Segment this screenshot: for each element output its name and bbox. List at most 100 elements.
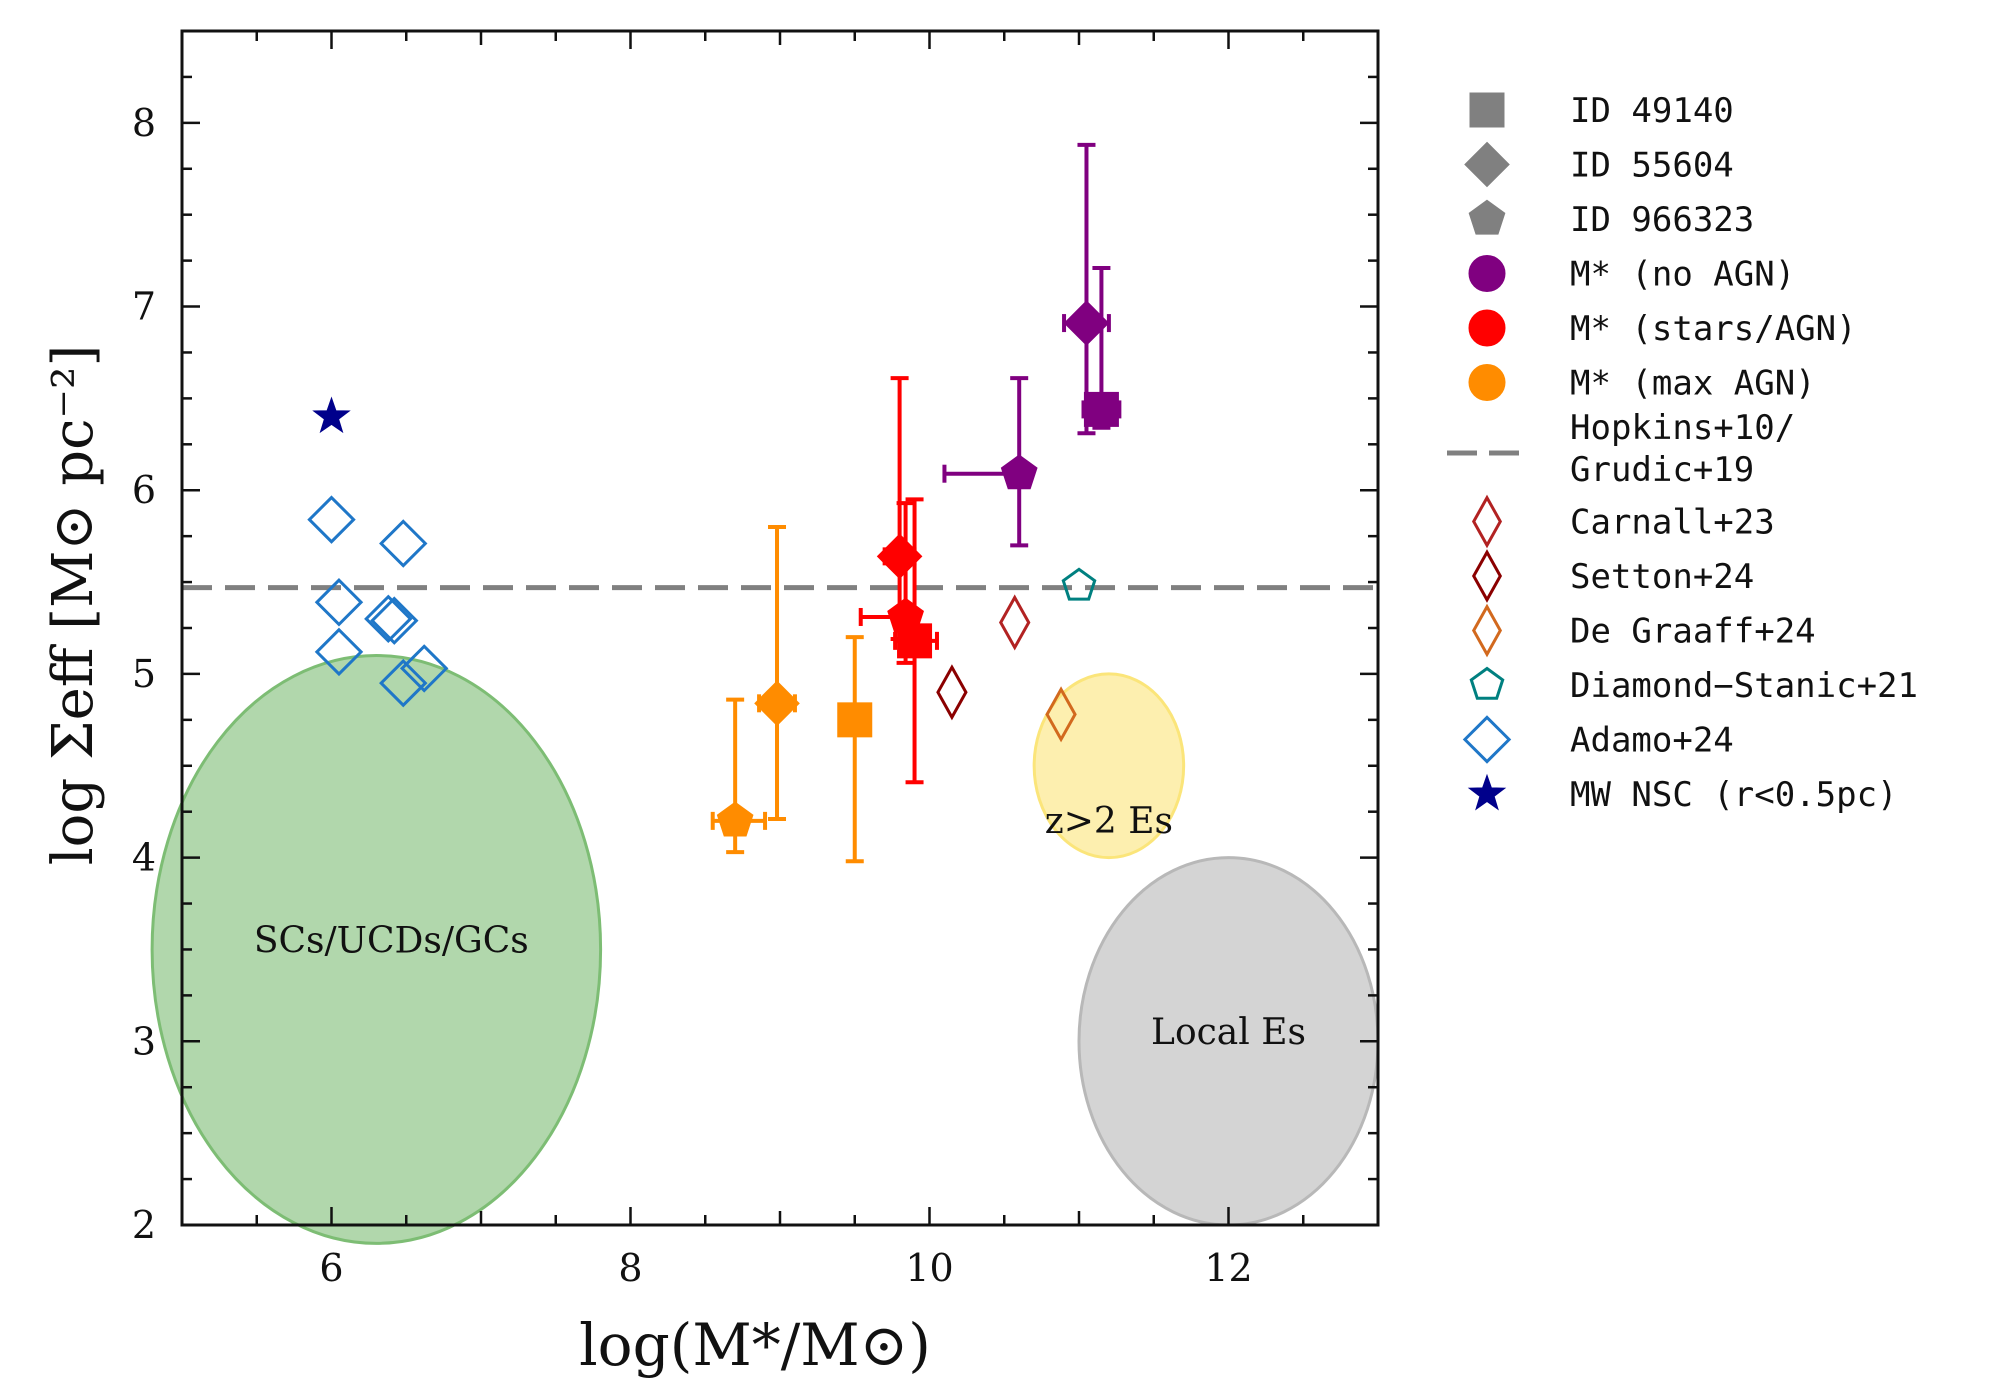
point-id-966323-m-stars-agn-shape — [887, 597, 924, 633]
point-id-55604-m-no-agn — [1063, 300, 1110, 346]
legend-item-setton-24-marker — [1471, 549, 1503, 603]
point-adamo-24-6-shape — [379, 658, 428, 708]
point-adamo-24-0-shape — [307, 495, 356, 544]
legend-item-de-graaff-24-marker-shape — [1471, 603, 1503, 658]
point-diamond-stanic-21-shape — [1061, 567, 1097, 601]
legend-item-carnall-23-marker — [1471, 494, 1503, 549]
point-adamo-24-7 — [399, 644, 449, 693]
point-adamo-24-5 — [314, 627, 364, 677]
y-tick-label: 7 — [132, 285, 156, 329]
point-setton-24-shape — [936, 664, 968, 721]
legend-item-id-55604: ID 55604 — [1464, 141, 1734, 188]
point-id-966323-m-no-agn-shape — [1000, 454, 1038, 490]
legend-item-carnall-23-label: Carnall+23 — [1570, 503, 1775, 543]
point-adamo-24-1 — [379, 519, 428, 568]
legend-item-adamo-24: Adamo+24 — [1462, 715, 1734, 764]
legend-item-m-stars-agn: M* (stars/AGN) — [1468, 309, 1857, 349]
legend-item-id-49140-marker — [1469, 92, 1505, 128]
legend-item-m-max-agn-marker — [1468, 364, 1506, 401]
point-adamo-24-0 — [307, 495, 356, 544]
region-scs-ucds-gcs — [150, 654, 603, 1245]
point-adamo-24-3 — [364, 594, 413, 644]
legend-item-id-966323-marker — [1468, 199, 1506, 235]
legend-item-m-max-agn-label: M* (max AGN) — [1570, 364, 1816, 404]
y-tick-label: 3 — [132, 1019, 156, 1063]
point-id-55604-m-max-agn-shape — [754, 680, 800, 727]
point-mw-nsc-r-0-5pc — [312, 396, 351, 434]
legend-item-diamond-stanic-21-label: Diamond−Stanic+21 — [1570, 666, 1918, 706]
point-id-55604-m-no-agn-shape — [1063, 300, 1110, 346]
point-id-966323-m-max-agn — [716, 801, 754, 837]
legend-item-mw-nsc-r-0-5pc-marker-shape — [1467, 773, 1507, 811]
legend-item-hopkins-10: Hopkins+10/Grudic+19 — [1447, 408, 1795, 490]
x-tick-label: 12 — [1204, 1246, 1252, 1290]
point-adamo-24-2-shape — [314, 578, 364, 627]
point-adamo-24-7-shape — [399, 644, 449, 693]
point-mw-nsc-r-0-5pc-shape — [312, 396, 351, 434]
region-label-local-es: Local Es — [1151, 1012, 1306, 1053]
point-carnall-23-shape — [998, 594, 1031, 651]
point-adamo-24-2 — [314, 578, 364, 627]
legend-item-m-stars-agn-marker-shape — [1468, 309, 1506, 347]
legend-item-setton-24-label: Setton+24 — [1570, 557, 1754, 597]
point-id-55604-m-max-agn — [754, 680, 800, 727]
legend-item-de-graaff-24: De Graaff+24 — [1471, 603, 1816, 658]
x-axis-label: log(M*/M⊙) — [579, 1311, 931, 1379]
legend-item-de-graaff-24-marker — [1471, 603, 1503, 658]
legend: ID 49140 ID 55604 ID 966323 M* (no AGN) M* (… — [1447, 91, 1918, 815]
y-tick-label: 8 — [132, 101, 156, 145]
legend-item-id-49140-label: ID 49140 — [1570, 91, 1734, 131]
legend-item-m-no-agn-marker-shape — [1468, 255, 1506, 292]
legend-item-id-55604-label: ID 55604 — [1570, 146, 1734, 186]
y-tick-label: 5 — [132, 652, 156, 696]
legend-item-m-no-agn-label: M* (no AGN) — [1570, 255, 1795, 295]
point-setton-24 — [936, 664, 968, 721]
legend-item-setton-24-marker-shape — [1471, 549, 1503, 603]
point-de-graaff-24-shape — [1045, 686, 1077, 743]
legend-item-id-966323-marker-shape — [1468, 199, 1506, 235]
point-adamo-24-3-shape — [364, 594, 413, 644]
legend-item-diamond-stanic-21: Diamond−Stanic+21 — [1469, 666, 1918, 706]
point-diamond-stanic-21 — [1061, 567, 1097, 601]
legend-item-id-55604-marker — [1464, 141, 1510, 188]
region-label-scs-ucds-gcs: SCs/UCDs/GCs — [254, 920, 529, 961]
point-id-49140-m-no-agn — [1083, 391, 1119, 427]
point-id-55604-m-stars-agn-shape — [876, 533, 923, 580]
legend-item-hopkins-10-label: Hopkins+10/ — [1570, 408, 1795, 448]
regions-layer: SCs/UCDs/GCs z>2 Es Local Es — [150, 654, 1380, 1245]
y-axis-label: log Σeff [M⊙ pc⁻²] — [41, 345, 106, 866]
legend-item-adamo-24-marker-shape — [1462, 715, 1512, 764]
legend-item-id-966323-label: ID 966323 — [1570, 200, 1754, 240]
y-tick-label: 2 — [132, 1203, 156, 1247]
legend-item-id-49140-marker-shape — [1469, 92, 1505, 128]
region-label-z-2-es: z>2 Es — [1045, 801, 1173, 842]
point-id-49140-m-no-agn-shape — [1083, 391, 1119, 427]
point-adamo-24-5-shape — [314, 627, 364, 677]
legend-item-carnall-23: Carnall+23 — [1471, 494, 1775, 549]
y-tick-label: 6 — [132, 468, 156, 512]
point-adamo-24-4-shape — [370, 596, 419, 645]
legend-item-setton-24: Setton+24 — [1471, 549, 1754, 603]
point-id-49140-m-max-agn — [837, 702, 873, 738]
axis-labels: log(M*/M⊙) log Σeff [M⊙ pc⁻²] — [41, 345, 931, 1379]
ticks-layer: 6 8 10 12 2 3 4 5 6 7 8 — [132, 29, 1380, 1290]
legend-item-m-stars-agn-marker — [1468, 309, 1506, 347]
legend-item-m-stars-agn-label: M* (stars/AGN) — [1570, 309, 1857, 349]
point-id-966323-m-stars-agn — [887, 597, 924, 633]
point-adamo-24-6 — [379, 658, 428, 708]
point-adamo-24-4 — [370, 596, 419, 645]
legend-item-adamo-24-label: Adamo+24 — [1570, 721, 1734, 761]
legend-item-hopkins-10-label-2: Grudic+19 — [1570, 450, 1754, 490]
legend-item-id-966323: ID 966323 — [1468, 199, 1754, 240]
legend-item-adamo-24-marker — [1462, 715, 1512, 764]
points-layer — [307, 300, 1119, 837]
x-tick-label: 10 — [905, 1246, 953, 1290]
legend-item-m-max-agn: M* (max AGN) — [1468, 364, 1816, 404]
point-carnall-23 — [998, 594, 1031, 651]
legend-item-mw-nsc-r-0-5pc-marker — [1467, 773, 1507, 811]
point-id-966323-m-no-agn — [1000, 454, 1038, 490]
point-de-graaff-24 — [1045, 686, 1077, 743]
legend-item-carnall-23-marker-shape — [1471, 494, 1503, 549]
x-tick-label: 8 — [618, 1246, 642, 1290]
